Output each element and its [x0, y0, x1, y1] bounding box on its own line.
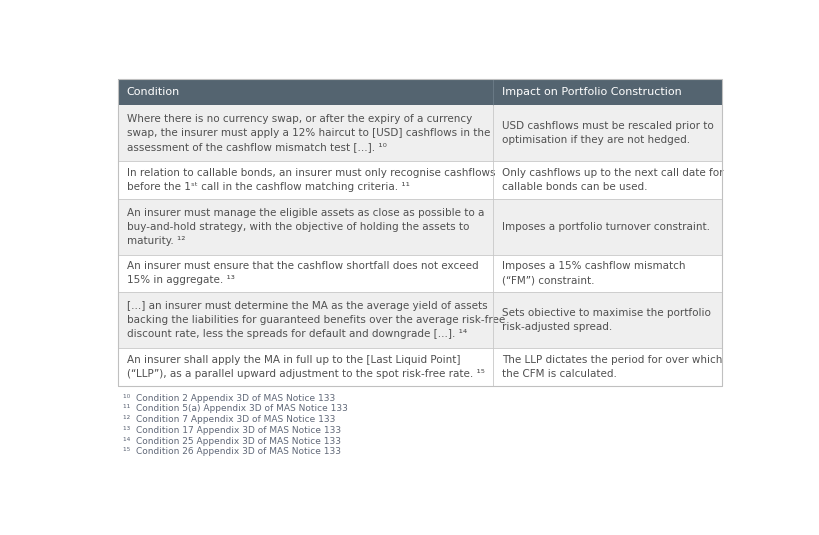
Text: Where there is no currency swap, or after the expiry of a currency
swap, the ins: Where there is no currency swap, or afte…: [126, 114, 490, 152]
Text: ¹⁴  Condition 25 Appendix 3D of MAS Notice 133: ¹⁴ Condition 25 Appendix 3D of MAS Notic…: [124, 437, 341, 446]
Text: ¹³  Condition 17 Appendix 3D of MAS Notice 133: ¹³ Condition 17 Appendix 3D of MAS Notic…: [124, 426, 342, 435]
Text: An insurer must manage the eligible assets as close as possible to a
buy-and-hol: An insurer must manage the eligible asse…: [126, 208, 483, 246]
FancyBboxPatch shape: [118, 105, 722, 162]
Text: ¹⁵  Condition 26 Appendix 3D of MAS Notice 133: ¹⁵ Condition 26 Appendix 3D of MAS Notic…: [124, 447, 341, 456]
Text: The LLP dictates the period for over which
the CFM is calculated.: The LLP dictates the period for over whi…: [501, 355, 721, 379]
Text: Sets obiective to maximise the portfolio
risk-adjusted spread.: Sets obiective to maximise the portfolio…: [501, 308, 709, 332]
FancyBboxPatch shape: [118, 79, 722, 105]
Text: Only cashflows up to the next call date for
callable bonds can be used.: Only cashflows up to the next call date …: [501, 168, 722, 192]
Text: An insurer shall apply the MA in full up to the [Last Liquid Point]
(“LLP”), as : An insurer shall apply the MA in full up…: [126, 355, 484, 379]
Text: An insurer must ensure that the cashflow shortfall does not exceed
15% in aggreg: An insurer must ensure that the cashflow…: [126, 262, 477, 286]
Text: Impact on Portfolio Construction: Impact on Portfolio Construction: [501, 87, 681, 97]
Text: USD cashflows must be rescaled prior to
optimisation if they are not hedged.: USD cashflows must be rescaled prior to …: [501, 121, 713, 146]
Text: In relation to callable bonds, an insurer must only recognise cashflows
before t: In relation to callable bonds, an insure…: [126, 168, 495, 192]
Text: Condition: Condition: [126, 87, 179, 97]
FancyBboxPatch shape: [118, 162, 722, 199]
Text: ¹²  Condition 7 Appendix 3D of MAS Notice 133: ¹² Condition 7 Appendix 3D of MAS Notice…: [124, 415, 336, 424]
FancyBboxPatch shape: [118, 255, 722, 292]
FancyBboxPatch shape: [118, 348, 722, 386]
Text: [...] an insurer must determine the MA as the average yield of assets
backing th: [...] an insurer must determine the MA a…: [126, 301, 505, 339]
Text: Imposes a 15% cashflow mismatch
(“FM”) constraint.: Imposes a 15% cashflow mismatch (“FM”) c…: [501, 262, 684, 286]
FancyBboxPatch shape: [118, 292, 722, 348]
Text: Imposes a portfolio turnover constraint.: Imposes a portfolio turnover constraint.: [501, 222, 708, 232]
Text: ¹⁰  Condition 2 Appendix 3D of MAS Notice 133: ¹⁰ Condition 2 Appendix 3D of MAS Notice…: [124, 394, 335, 403]
Text: ¹¹  Condition 5(a) Appendix 3D of MAS Notice 133: ¹¹ Condition 5(a) Appendix 3D of MAS Not…: [124, 404, 348, 414]
FancyBboxPatch shape: [118, 199, 722, 255]
